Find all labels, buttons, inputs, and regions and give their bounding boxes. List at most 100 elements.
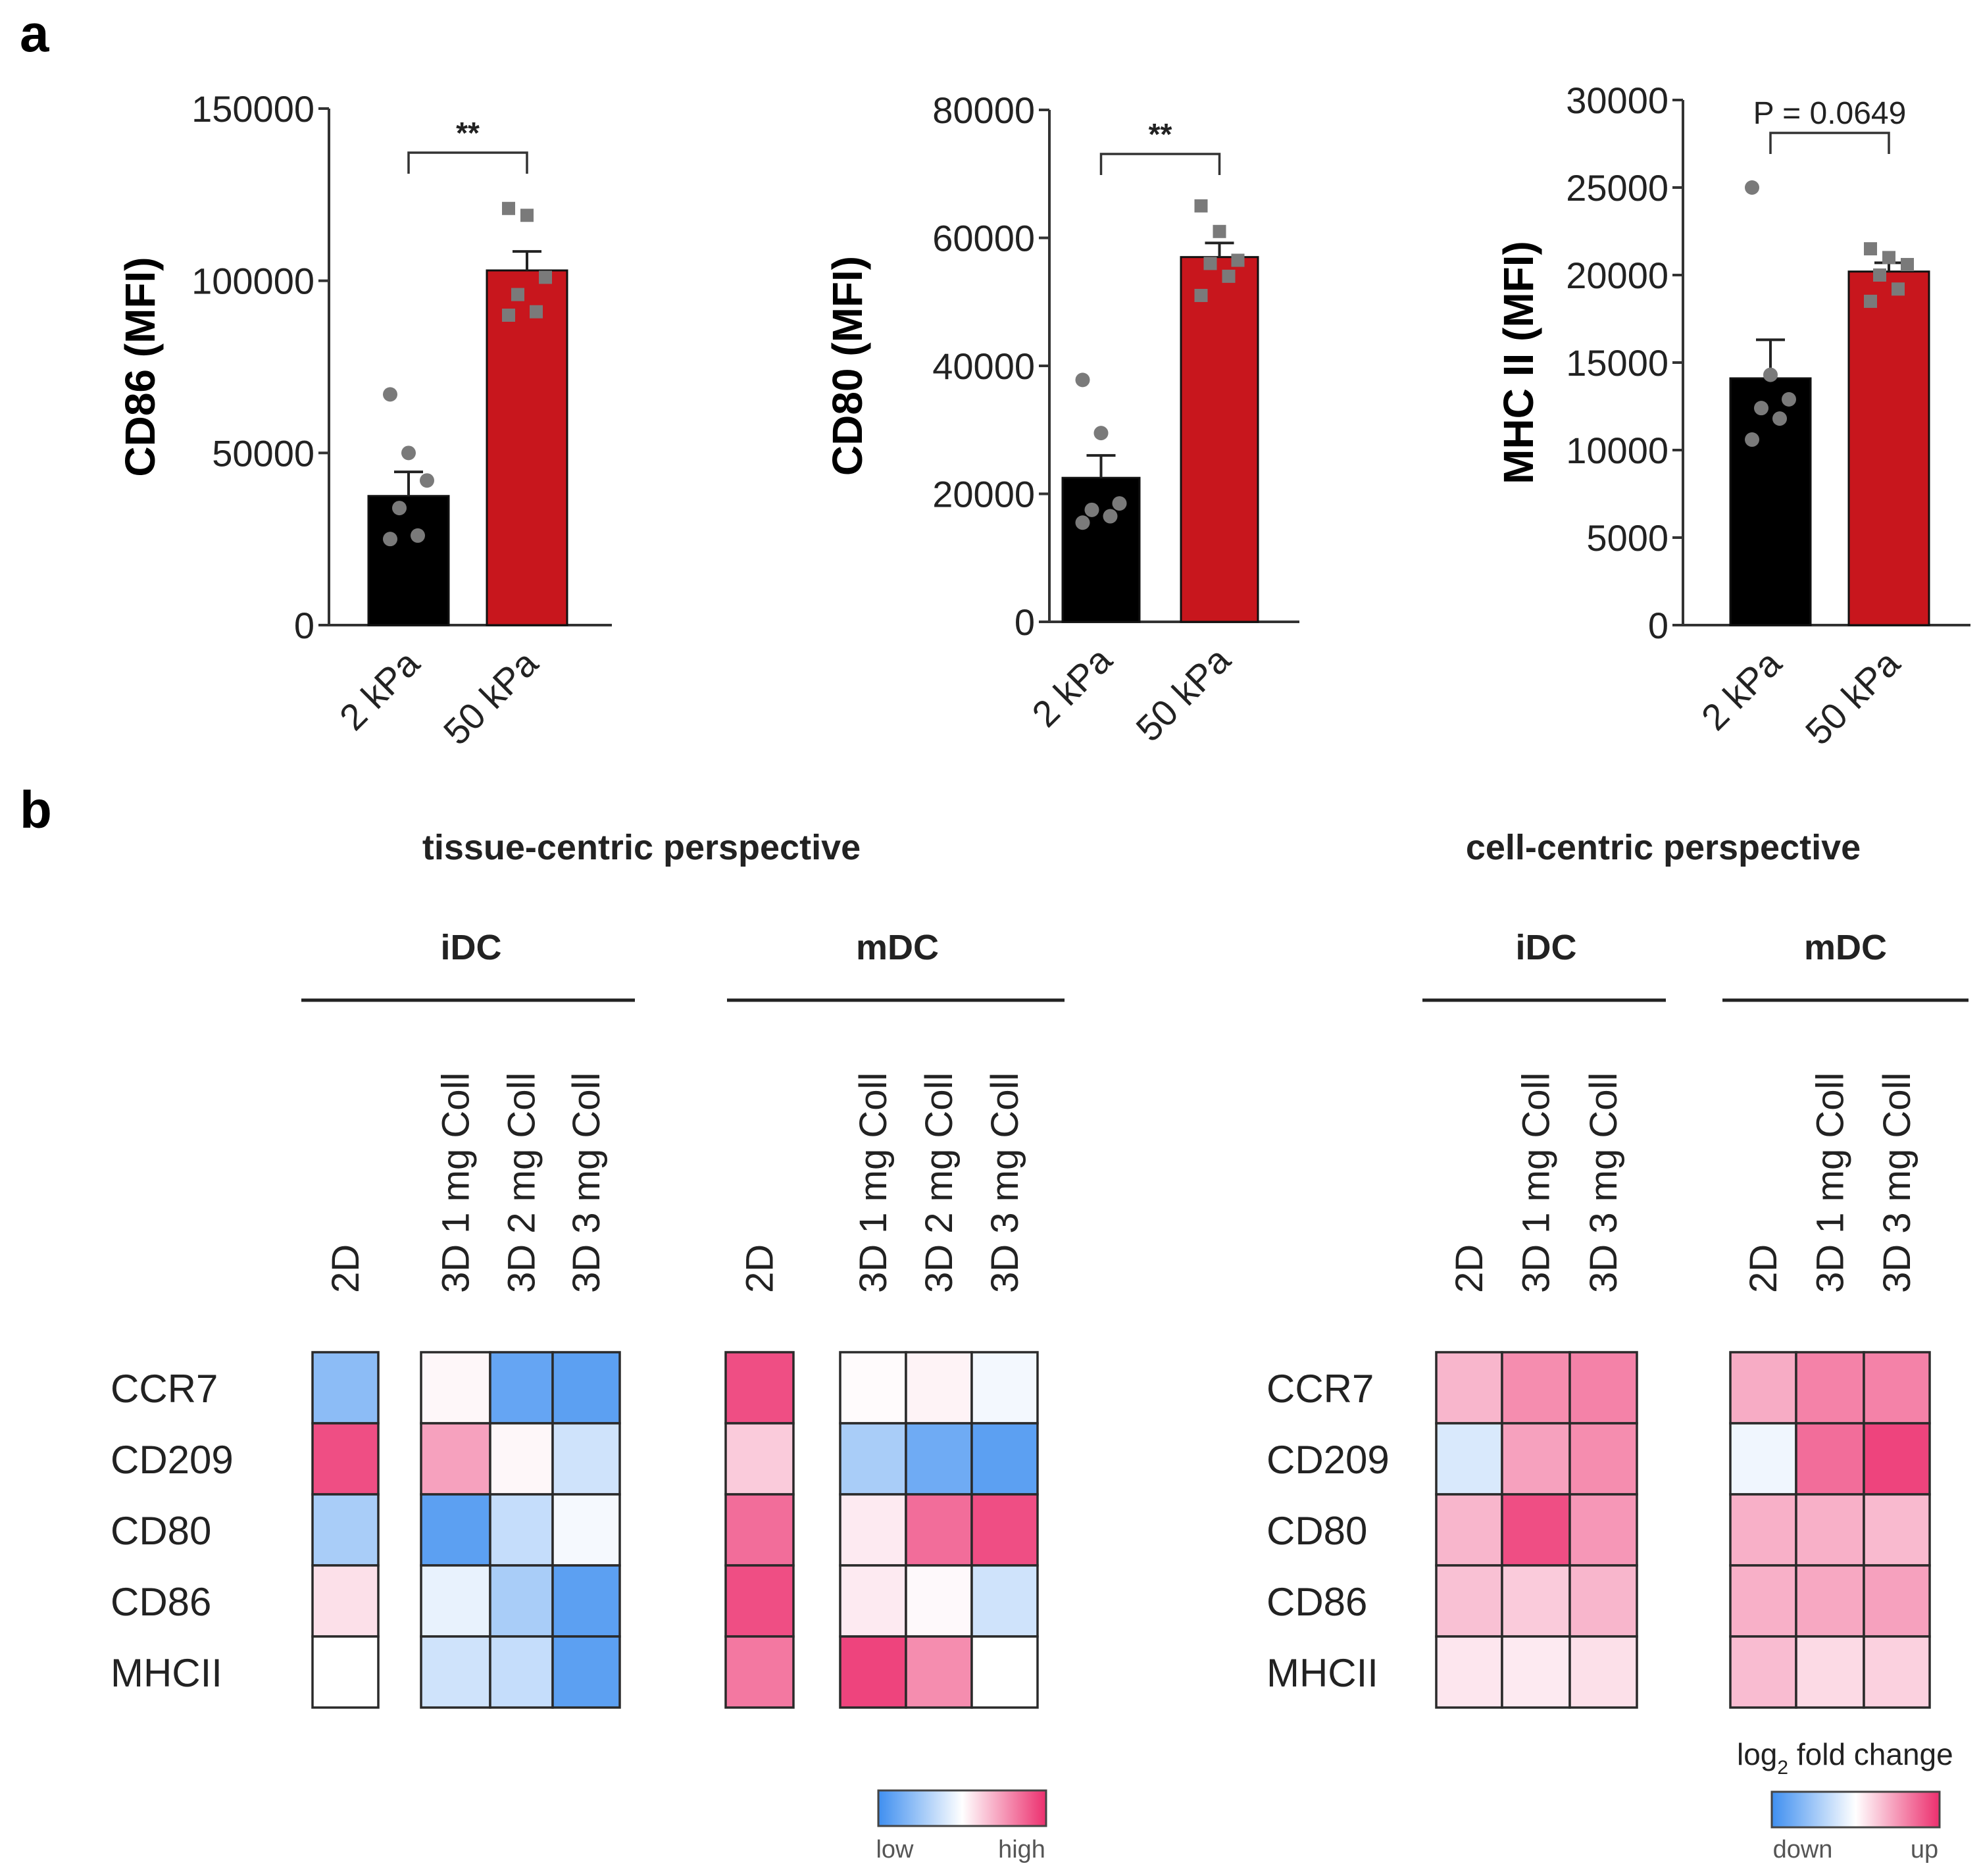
legend-high-label: high xyxy=(998,1836,1045,1863)
heatmap-cell xyxy=(420,1635,491,1709)
heatmap-cell xyxy=(1501,1422,1571,1496)
data-point xyxy=(1782,392,1796,407)
bar-50kpa xyxy=(486,269,568,626)
y-axis-label: CD86 (MFI) xyxy=(116,257,164,476)
y-axis-label: MHC II (MFI) xyxy=(1495,241,1542,484)
significance-bracket xyxy=(1099,153,1221,175)
heatmap-cell xyxy=(839,1422,907,1496)
panel-label-b: b xyxy=(20,780,52,839)
heatmap-cell xyxy=(489,1351,554,1425)
data-point xyxy=(1075,372,1090,388)
heatmaps: tissue-centric perspective CCR7 CD209 CD80 C… xyxy=(111,828,1968,1863)
data-point xyxy=(1864,242,1877,256)
y-tick-label: 60000 xyxy=(932,218,1035,259)
data-point xyxy=(383,387,397,402)
row-label: CD80 xyxy=(1266,1509,1367,1553)
data-point xyxy=(511,288,524,301)
column-label: 3D 3 mg Coll xyxy=(984,1073,1026,1293)
heatmap-cell xyxy=(1795,1422,1865,1496)
x-category-label: 2 kPa xyxy=(1693,642,1790,738)
heatmap-cell xyxy=(1729,1564,1797,1638)
legend-title-base: 2 xyxy=(1777,1757,1788,1779)
y-tick-label: 0 xyxy=(294,605,314,646)
data-point xyxy=(1075,515,1090,530)
row-label: CCR7 xyxy=(111,1367,218,1411)
y-axis-label: CD80 (MFI) xyxy=(824,256,871,476)
heatmap-cell xyxy=(905,1564,973,1638)
row-label: CD86 xyxy=(111,1580,211,1624)
heatmap-cell xyxy=(489,1564,554,1638)
heatmap-cell xyxy=(839,1635,907,1709)
heatmap-cell xyxy=(551,1422,621,1496)
data-point xyxy=(1231,253,1245,267)
y-tick-label: 10000 xyxy=(1566,430,1668,471)
data-point xyxy=(520,209,534,222)
significance-label: ** xyxy=(1149,117,1172,151)
column-label: 3D 1 mg Coll xyxy=(1809,1073,1852,1293)
heatmap-cell xyxy=(970,1493,1039,1567)
heatmap-cell xyxy=(1501,1564,1571,1638)
column-label: 3D 3 mg Coll xyxy=(1876,1073,1918,1293)
data-point xyxy=(1873,268,1886,282)
significance-bracket xyxy=(1769,132,1890,154)
group-label: mDC xyxy=(1804,928,1887,967)
heatmap-cell xyxy=(420,1564,491,1638)
y-tick-label: 30000 xyxy=(1566,80,1668,121)
y-tick-label: 150000 xyxy=(191,88,314,130)
row-label: CCR7 xyxy=(1266,1367,1374,1411)
row-label: MHCII xyxy=(1266,1651,1378,1695)
x-category-label: 50 kPa xyxy=(1128,638,1238,749)
heatmap-cell xyxy=(420,1351,491,1425)
heatmap-cell xyxy=(1729,1422,1797,1496)
data-point xyxy=(1222,269,1236,283)
x-category-label: 50 kPa xyxy=(436,642,546,752)
column-label: 3D 1 mg Coll xyxy=(852,1073,895,1293)
data-point xyxy=(502,309,515,322)
y-tick-label: 20000 xyxy=(1566,255,1668,296)
bar-2kpa xyxy=(367,495,450,626)
column-label: 3D 3 mg Coll xyxy=(565,1073,608,1293)
heatmap-cell xyxy=(489,1422,554,1496)
row-label: CD209 xyxy=(111,1438,234,1482)
y-tick-label: 15000 xyxy=(1566,342,1668,384)
significance-label: P = 0.0649 xyxy=(1753,96,1907,131)
data-point xyxy=(383,532,397,547)
legend-low-label: down xyxy=(1773,1836,1833,1863)
heatmap-cell xyxy=(970,1351,1039,1425)
y-tick-label: 80000 xyxy=(932,89,1035,131)
row-label: CD86 xyxy=(1266,1580,1367,1624)
data-point xyxy=(401,445,416,461)
heatmap-cell xyxy=(551,1493,621,1567)
heatmap-cell xyxy=(551,1564,621,1638)
heatmap-cell xyxy=(420,1493,491,1567)
heatmap-cell xyxy=(1863,1422,1931,1496)
heatmap-cell xyxy=(905,1422,973,1496)
bar-50kpa xyxy=(1180,256,1259,623)
heatmap-cell xyxy=(489,1493,554,1567)
heatmap-cell xyxy=(724,1564,795,1638)
y-tick-label: 0 xyxy=(1648,605,1668,646)
heatmap-cell xyxy=(1501,1493,1571,1567)
data-point xyxy=(420,473,434,488)
data-point xyxy=(1864,294,1877,308)
row-label: MHCII xyxy=(111,1651,222,1695)
heatmap-cell xyxy=(1795,1493,1865,1567)
legend-title: log2 fold change xyxy=(1737,1737,1953,1779)
y-tick-label: 50000 xyxy=(212,432,314,474)
heatmap-title: cell-centric perspective xyxy=(1466,828,1861,867)
heatmap-cell xyxy=(1435,1422,1503,1496)
heatmap-cell xyxy=(1863,1635,1931,1709)
data-point xyxy=(1745,432,1759,447)
y-tick-label: 20000 xyxy=(932,474,1035,515)
heatmap-cell xyxy=(724,1422,795,1496)
data-point xyxy=(1112,496,1127,511)
data-point xyxy=(1892,282,1905,296)
data-point xyxy=(1093,426,1109,441)
data-point xyxy=(1882,251,1895,265)
bar-2kpa xyxy=(1061,476,1141,623)
heatmap-cell xyxy=(970,1422,1039,1496)
heatmap-cell xyxy=(1863,1493,1931,1567)
heatmap-cell xyxy=(1729,1351,1797,1425)
heatmap-cell-centric: cell-centric perspective CCR7 CD209 CD80 CD8… xyxy=(1266,828,1968,1863)
